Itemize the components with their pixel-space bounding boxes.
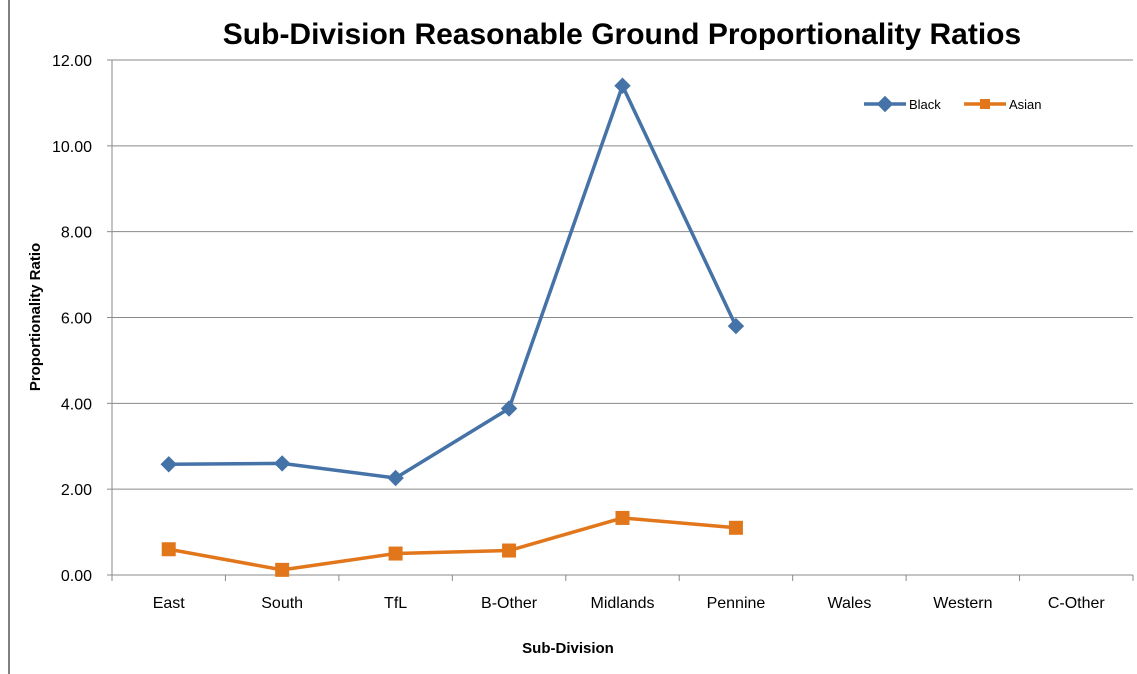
data-point-black [500, 400, 518, 417]
data-point-black [160, 456, 177, 473]
legend-label-black: Black [909, 97, 941, 112]
y-tick-label: 8.00 [61, 225, 92, 242]
axes [107, 59, 1134, 581]
x-axis-title: Sub-Division [522, 640, 614, 657]
chart-title: Sub-Division Reasonable Ground Proportio… [223, 18, 1021, 51]
series-line-black [168, 84, 738, 480]
data-point-black [273, 455, 291, 472]
x-tick-label: B-Other [481, 595, 538, 612]
legend-marker-black [876, 95, 894, 113]
data-point-asian [161, 542, 176, 557]
y-tick-label: 12.00 [52, 53, 92, 70]
data-point-asian [728, 520, 743, 535]
x-tick-label: Western [933, 595, 992, 612]
y-tick-label: 2.00 [61, 482, 92, 499]
x-tick-label: Midlands [590, 595, 654, 612]
data-point-asian [615, 510, 630, 525]
y-tick-label: 4.00 [61, 396, 92, 413]
x-tick-label: East [153, 595, 186, 612]
series [160, 77, 745, 577]
y-tick-label: 0.00 [61, 568, 92, 585]
legend: Black Asian [864, 95, 1042, 113]
x-tick-label: TfL [384, 595, 407, 612]
data-point-black [387, 469, 404, 487]
x-tick-label: Pennine [707, 595, 766, 612]
x-tick-labels: East South TfL B-Other Midlands Pennine Wales W… [153, 595, 1106, 612]
data-point-asian [502, 543, 517, 558]
x-tick-label: C-Other [1048, 595, 1106, 612]
x-tick-label: Wales [827, 595, 871, 612]
y-tick-labels: 0.00 2.00 4.00 6.00 8.00 10.00 12.00 [52, 53, 92, 585]
data-point-asian [275, 562, 290, 577]
y-axis-title: Proportionality Ratio [27, 243, 44, 391]
series-line-asian [168, 516, 737, 572]
data-point-black [614, 77, 631, 94]
legend-label-asian: Asian [1009, 97, 1042, 112]
legend-marker-asian [980, 99, 990, 109]
x-tick-label: South [261, 595, 303, 612]
data-point-black [727, 317, 745, 335]
y-tick-label: 6.00 [61, 311, 92, 328]
data-point-asian [388, 546, 403, 561]
gridlines [112, 59, 1133, 490]
y-tick-label: 10.00 [52, 139, 92, 156]
